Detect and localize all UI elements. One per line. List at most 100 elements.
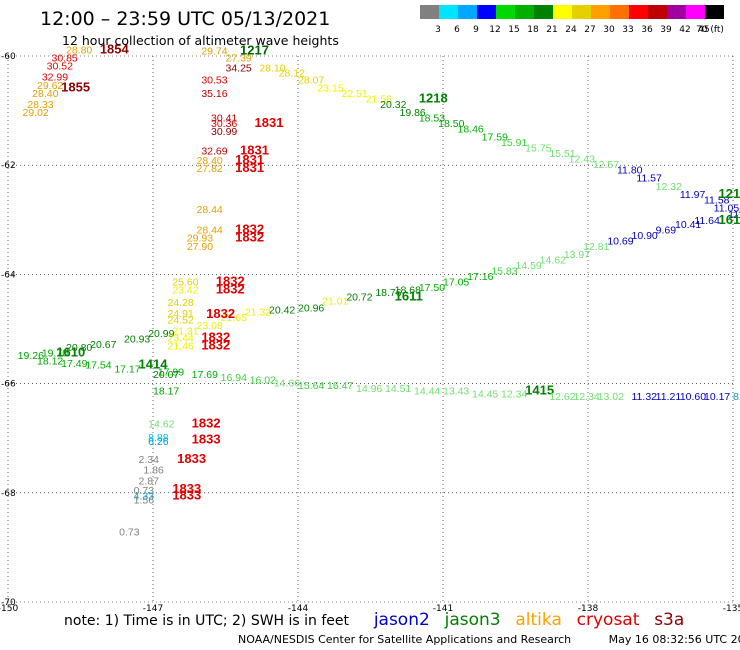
wave-height-label: 28.12: [279, 68, 305, 80]
wave-height-label: 20.42: [269, 305, 295, 317]
wave-height-label: 21.31: [172, 325, 198, 337]
wave-height-label: 20.99: [148, 328, 174, 340]
wave-height-label: 0.73: [134, 485, 155, 497]
colorbar-label: 3: [435, 25, 441, 35]
y-tick-label: -66: [1, 380, 16, 390]
wave-height-label: 28.10: [259, 62, 285, 74]
wave-height-label: 30.53: [201, 74, 227, 86]
colorbar-swatch: [420, 5, 439, 19]
x-tick-label: -141: [433, 604, 453, 614]
legend-cryosat: cryosat: [576, 610, 640, 630]
pass-time-label: 1613: [719, 212, 740, 227]
wave-height-label: 10.69: [607, 235, 633, 247]
pass-time-label: 1832: [201, 338, 230, 353]
pass-time-label: 1218: [419, 90, 448, 105]
wave-height-label: 23.42: [172, 285, 198, 297]
wave-height-label: 10.17: [704, 391, 730, 403]
wave-height-label: 12.81: [583, 241, 609, 253]
page-subtitle: 12 hour collection of altimeter wave hei…: [62, 33, 339, 48]
colorbar-swatch: [572, 5, 591, 19]
wave-height-label: 30.41: [211, 113, 237, 125]
x-tick-label: -150: [0, 604, 18, 614]
y-tick-label: -68: [1, 489, 16, 499]
wave-height-label: 20.93: [124, 334, 150, 346]
colorbar-swatch: [591, 5, 610, 19]
pass-time-label: 1832: [206, 306, 235, 321]
wave-height-label: 28.44: [197, 204, 223, 216]
wave-height-label: 17.05: [443, 276, 469, 288]
wave-height-label: 23.44: [168, 333, 194, 345]
wave-height-label: 17.69: [192, 369, 218, 381]
wave-height-label: 20.32: [380, 99, 406, 111]
pass-time-label: 1414: [139, 356, 169, 371]
x-tick-label: -144: [288, 604, 309, 614]
wave-height-label: 15.91: [501, 137, 527, 149]
x-tick-label: -138: [578, 604, 599, 614]
wave-height-label: 17.59: [482, 132, 508, 144]
pass-time-label: 1832: [201, 330, 230, 345]
wave-height-label: 1.56: [134, 495, 155, 507]
colorbar-label: 24: [565, 25, 577, 35]
wave-height-label: 32.99: [42, 72, 68, 84]
pass-time-label: 1219: [719, 186, 740, 201]
wave-height-label: 17.49: [61, 358, 87, 370]
colorbar-label: 6: [454, 25, 460, 35]
legend: note: 1) Time is in UTC; 2) SWH is in fe…: [64, 610, 740, 630]
wave-height-label: 24.28: [168, 297, 194, 309]
wave-height-label: 11.58: [704, 194, 730, 206]
wave-height-label: 17.16: [467, 271, 493, 283]
wave-height-label: 14.66: [274, 377, 300, 389]
wave-height-label: 28.33: [27, 99, 53, 111]
pass-time-label: 1611: [395, 289, 423, 304]
wave-height-label: 28.40: [197, 155, 223, 167]
wave-height-label: 14.44: [414, 386, 440, 398]
wave-height-label: 12.34: [501, 388, 527, 400]
pass-time-label: 1855: [61, 79, 90, 94]
wave-height-label: 28.80: [66, 44, 92, 56]
wave-height-label: 18.46: [458, 123, 484, 135]
colorbar-label: 36: [641, 25, 653, 35]
colorbar-swatch: [553, 5, 572, 19]
wave-height-label: 18.68: [395, 285, 421, 297]
pass-time-label: 1833: [172, 487, 201, 502]
wave-height-label: 30.36: [211, 118, 237, 130]
x-tick-label: -147: [143, 604, 163, 614]
wave-height-label: 32.69: [201, 145, 227, 157]
wave-height-label: 21.56: [366, 93, 392, 105]
wave-height-label: 29.02: [23, 107, 49, 119]
wave-height-label: 27.90: [187, 241, 213, 253]
legend-altika: altika: [515, 610, 562, 630]
wave-height-label: 12.57: [593, 159, 619, 171]
wave-height-label: 20.96: [298, 303, 324, 315]
wave-height-label: 12.34: [574, 391, 600, 403]
wave-height-label: 14.45: [472, 388, 498, 400]
wave-height-label: 14.62: [148, 418, 174, 430]
wave-height-label: 11.97: [680, 189, 706, 201]
wave-height-label: 11.80: [617, 164, 643, 176]
wave-height-label: 12.62: [549, 391, 575, 403]
wave-height-label: 18.17: [153, 386, 179, 398]
wave-height-label: 28.44: [197, 224, 223, 236]
wave-height-label: 2.87: [139, 476, 160, 488]
colorbar-swatch: [648, 5, 667, 19]
pass-time-label: 1833: [172, 481, 201, 496]
wave-height-label: 8.99: [733, 391, 740, 403]
wave-height-label: 28.40: [32, 88, 58, 100]
wave-height-label: 15.51: [549, 148, 575, 160]
pass-time-label: 1832: [216, 282, 245, 297]
pass-time-label: 1610: [56, 344, 85, 359]
pass-time-label: 1833: [192, 432, 221, 447]
wave-height-label: 4.33: [134, 490, 155, 502]
colorbar-label: 9: [473, 25, 479, 35]
wave-height-label: 30.99: [211, 126, 237, 138]
pass-time-label: 1831: [240, 142, 269, 157]
wave-height-label: 29.62: [37, 80, 63, 92]
colorbar-swatch: [629, 5, 648, 19]
wave-height-label: 21.01: [322, 295, 348, 307]
wave-height-label: 22.51: [342, 88, 368, 100]
wave-height-label: 1.86: [143, 465, 164, 477]
colorbar-swatch: [515, 5, 534, 19]
wave-height-label: 2.34: [139, 454, 160, 466]
